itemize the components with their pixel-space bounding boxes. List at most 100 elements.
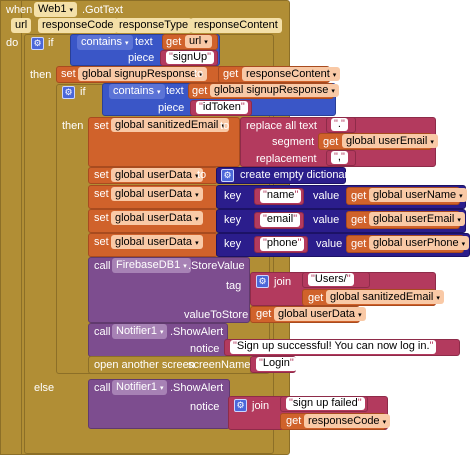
- when-label: when: [6, 4, 33, 16]
- value-label: value: [313, 214, 340, 226]
- get-url-dropdown[interactable]: url ▾: [185, 35, 212, 48]
- if-label-inner: if: [80, 86, 86, 98]
- join-gear-icon[interactable]: ⚙: [256, 275, 269, 288]
- firebase-component-dropdown[interactable]: FirebaseDB1 ▾: [112, 258, 191, 273]
- tag-label: tag: [226, 280, 242, 292]
- notifier-component-dropdown-1[interactable]: Notifier1 ▾: [112, 324, 168, 339]
- text-label-inner: text: [166, 85, 184, 97]
- else-label: else: [34, 382, 55, 394]
- create-dictionary-block[interactable]: [216, 167, 346, 184]
- component-dropdown[interactable]: Web1 ▾: [34, 2, 78, 17]
- set-user-data-dropdown-1[interactable]: global userData ▾: [111, 168, 203, 182]
- string-login[interactable]: "Login": [256, 357, 297, 371]
- string-comma[interactable]: ",": [331, 151, 348, 164]
- join-gear-icon-2[interactable]: ⚙: [234, 399, 247, 412]
- param-response-code[interactable]: responseCode: [38, 18, 118, 33]
- get-user-phone-dropdown[interactable]: global userPhone ▾: [369, 236, 470, 250]
- get-sanitized-email-dropdown[interactable]: global sanitizedEmail ▾: [326, 290, 444, 304]
- get-signup-response-dropdown[interactable]: global signupResponse ▾: [210, 84, 339, 97]
- mutator-gear-icon-inner[interactable]: ⚙: [62, 86, 75, 99]
- dictionary-gear-icon[interactable]: ⚙: [221, 169, 234, 182]
- string-dot[interactable]: ".": [331, 118, 348, 131]
- segment-label: segment: [272, 136, 315, 148]
- get-user-email-dropdown[interactable]: global userEmail ▾: [342, 134, 438, 148]
- value-label: value: [313, 190, 340, 202]
- string-idtoken[interactable]: "idToken": [196, 101, 248, 114]
- string-name[interactable]: "name": [260, 189, 302, 203]
- create-dictionary-label: create empty dictionary: [240, 169, 354, 181]
- to-label: to: [197, 169, 207, 181]
- set-user-data-dropdown-4[interactable]: global userData ▾: [111, 235, 203, 249]
- string-success[interactable]: "Sign up successful! You can now log in.…: [230, 340, 437, 354]
- to-label: to: [194, 68, 204, 80]
- contains-dropdown-inner[interactable]: contains ▾: [109, 84, 165, 99]
- string-phone[interactable]: "phone": [260, 237, 305, 251]
- get-response-code-dropdown[interactable]: responseCode ▾: [304, 414, 391, 428]
- get-label: get: [256, 308, 272, 320]
- set-sanitized-email-dropdown[interactable]: global sanitizedEmail ▾: [111, 118, 229, 132]
- get-user-data-dropdown[interactable]: global userData ▾: [274, 307, 366, 321]
- string-email[interactable]: "email": [260, 213, 301, 227]
- show-alert-block-1[interactable]: [88, 323, 228, 357]
- set-label: set: [94, 236, 109, 248]
- string-failed[interactable]: "sign up failed": [286, 397, 365, 410]
- call-label: call: [94, 326, 111, 338]
- get-label: get: [286, 415, 302, 427]
- get-label: get: [223, 68, 239, 80]
- get-label: get: [166, 36, 182, 48]
- replacement-label: replacement: [256, 153, 317, 165]
- get-label: get: [351, 238, 367, 250]
- open-screen-label: open another screen: [94, 359, 195, 371]
- param-response-content[interactable]: responseContent: [190, 18, 282, 33]
- set-label: set: [61, 68, 76, 80]
- call-label: call: [94, 382, 111, 394]
- show-alert-method-1: .ShowAlert: [170, 326, 224, 338]
- set-user-data-dropdown-2[interactable]: global userData ▾: [111, 187, 203, 201]
- key-label: key: [224, 238, 242, 250]
- notice-label: notice: [190, 343, 220, 355]
- replace-all-label: replace all text: [246, 120, 317, 132]
- store-value-method: .StoreValue: [188, 260, 245, 272]
- call-label: call: [94, 260, 111, 272]
- notice-label: notice: [190, 401, 220, 413]
- get-user-name-dropdown[interactable]: global userName ▾: [369, 188, 467, 202]
- param-url[interactable]: url: [11, 18, 32, 33]
- then-label-inner: then: [62, 120, 84, 132]
- if-label: if: [48, 37, 54, 49]
- get-label: get: [351, 190, 367, 202]
- show-alert-method-2: .ShowAlert: [170, 382, 224, 394]
- join-label: join: [252, 400, 270, 412]
- value-to-store-label: valueToStore: [184, 309, 249, 321]
- get-label: get: [192, 85, 208, 97]
- get-label: get: [308, 292, 324, 304]
- do-label: do: [6, 37, 19, 49]
- notifier-component-dropdown-2[interactable]: Notifier1 ▾: [112, 380, 168, 395]
- screen-name-label: screenName: [188, 359, 251, 371]
- get-user-email-dropdown-2[interactable]: global userEmail ▾: [369, 212, 465, 226]
- value-label: value: [316, 238, 343, 250]
- set-label: set: [94, 188, 109, 200]
- set-label: set: [94, 169, 109, 181]
- contains-dropdown[interactable]: contains ▾: [77, 35, 133, 50]
- key-label: key: [224, 190, 242, 202]
- string-signup[interactable]: "signUp": [166, 51, 215, 64]
- set-user-data-dropdown-3[interactable]: global userData ▾: [111, 211, 203, 225]
- set-label: set: [94, 212, 109, 224]
- piece-label-inner: piece: [158, 102, 185, 114]
- get-response-content-dropdown[interactable]: responseContent ▾: [242, 67, 341, 81]
- string-users[interactable]: "Users/": [308, 273, 354, 286]
- set-label: set: [94, 120, 109, 132]
- text-label: text: [135, 36, 153, 48]
- param-response-type[interactable]: responseType: [115, 18, 193, 33]
- event-name: .GotText: [82, 4, 123, 16]
- event-block-body: [0, 0, 22, 455]
- join-label: join: [274, 276, 292, 288]
- get-label: get: [351, 214, 367, 226]
- to-label: to: [220, 120, 230, 132]
- key-label: key: [224, 214, 242, 226]
- then-label-outer: then: [30, 69, 52, 81]
- set-var-dropdown[interactable]: global signupResponse ▾: [78, 67, 207, 81]
- mutator-gear-icon[interactable]: ⚙: [31, 37, 44, 50]
- get-label: get: [323, 136, 339, 148]
- piece-label: piece: [128, 52, 155, 64]
